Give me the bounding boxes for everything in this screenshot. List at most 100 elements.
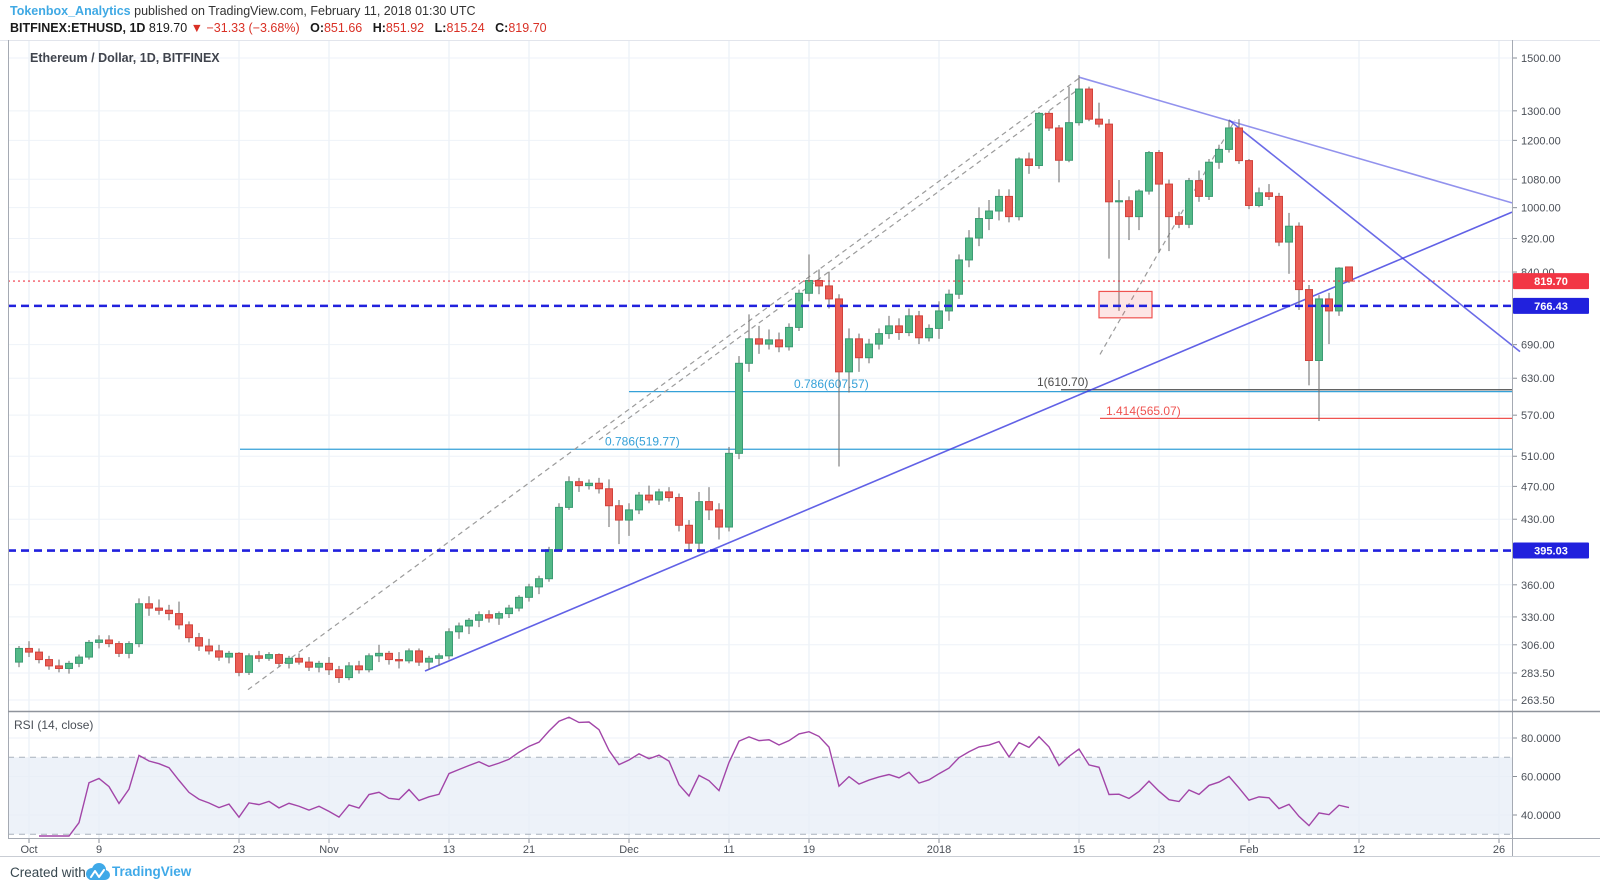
- candle-up: [265, 654, 273, 659]
- candle-down: [25, 647, 33, 653]
- candle-up: [495, 613, 503, 619]
- candle-up: [515, 596, 523, 609]
- candle-down: [35, 651, 43, 661]
- candle-down: [1175, 216, 1183, 225]
- price-badge: [1513, 273, 1589, 290]
- candle-up: [865, 343, 873, 359]
- price-tick-label: 283.50: [1521, 668, 1555, 680]
- candle-down: [355, 665, 363, 671]
- time-tick-label: 11: [723, 844, 734, 856]
- candle-down: [1345, 266, 1353, 282]
- candle-up: [435, 655, 443, 659]
- candle-down: [815, 279, 823, 287]
- candle-up: [975, 218, 983, 239]
- candle-up: [555, 506, 563, 551]
- candle-down: [45, 659, 53, 667]
- time-tick-label: 23: [233, 844, 245, 856]
- footer-bar: Created with TradingView: [0, 857, 1600, 892]
- candle-down: [1095, 118, 1103, 125]
- candle-up: [125, 643, 133, 654]
- time-tick-label: Dec: [619, 844, 639, 856]
- candle-down: [1235, 127, 1243, 162]
- symbol-name[interactable]: BITFINEX:ETHUSD, 1D: [10, 21, 146, 35]
- candle-up: [875, 333, 883, 345]
- candle-down: [1105, 123, 1113, 203]
- candle-up: [625, 509, 633, 521]
- candle-down: [835, 298, 843, 373]
- candle-up: [465, 619, 473, 627]
- candle-down: [485, 614, 493, 619]
- candle-up: [955, 259, 963, 295]
- candle-down: [1025, 158, 1033, 167]
- price-axis[interactable]: 1500.00 1300.00 1200.00 1080.00 1000.00 920.0…: [1512, 53, 1589, 822]
- candle-down: [55, 665, 63, 669]
- price-tick-label: 630.00: [1521, 373, 1555, 385]
- symbol-legend[interactable]: BITFINEX:ETHUSD, 1D 819.70 ▼ −31.33 (−3.…: [10, 20, 547, 37]
- candle-down: [195, 637, 203, 647]
- candle-up: [345, 665, 353, 679]
- price-tick-label: 570.00: [1521, 410, 1555, 422]
- candle-up: [725, 452, 733, 528]
- dashed-trend-line[interactable]: [1099, 119, 1236, 355]
- candle-down: [605, 488, 613, 507]
- candle-up: [95, 639, 103, 643]
- candle-up: [225, 652, 233, 658]
- candle-up: [1075, 88, 1083, 124]
- candle-up: [15, 647, 23, 663]
- time-tick-label: 19: [803, 844, 815, 856]
- candle-down: [685, 524, 693, 544]
- trend-line[interactable]: [1228, 119, 1521, 353]
- candle-up: [1145, 152, 1153, 192]
- candle-up: [1215, 148, 1223, 163]
- candle-up: [65, 662, 73, 669]
- candlestick-series: [15, 75, 1353, 683]
- rsi-indicator-label[interactable]: RSI (14, close): [14, 718, 94, 732]
- candle-up: [745, 338, 753, 364]
- candle-down: [675, 497, 683, 526]
- price-change: ▼ −31.33 (−3.68%): [190, 21, 300, 35]
- price-tick-label: 306.00: [1521, 640, 1555, 652]
- price-tick-label: 330.00: [1521, 612, 1555, 624]
- author-link[interactable]: Tokenbox_Analytics: [10, 4, 131, 18]
- candle-up: [1035, 112, 1043, 167]
- candle-up: [445, 631, 453, 657]
- dashed-trend-line[interactable]: [247, 77, 1080, 691]
- candle-down: [1155, 152, 1163, 185]
- price-badge-label: 766.43: [1534, 301, 1568, 313]
- price-tick-label: 430.00: [1521, 514, 1555, 526]
- candle-down: [855, 338, 863, 359]
- candle-down: [1055, 127, 1063, 161]
- close-label: C:: [495, 21, 509, 35]
- candle-down: [305, 661, 313, 668]
- fib-levels[interactable]: 0.786(607.57) 0.786(519.77) 1(610.70) 1.414…: [240, 375, 1512, 450]
- candle-up: [695, 501, 703, 544]
- candle-down: [295, 657, 303, 663]
- price-tick-label: 470.00: [1521, 481, 1555, 493]
- candle-down: [915, 315, 923, 339]
- time-tick-label: 15: [1073, 844, 1085, 856]
- candle-up: [795, 292, 803, 328]
- tradingview-brand-link[interactable]: TradingView: [112, 864, 192, 879]
- trend-line[interactable]: [1078, 76, 1513, 204]
- candle-down: [705, 501, 713, 511]
- trend-line[interactable]: [424, 211, 1513, 672]
- candle-down: [175, 613, 183, 626]
- candle-up: [785, 326, 793, 348]
- candle-down: [325, 662, 333, 671]
- tradingview-logo-icon: [86, 863, 110, 880]
- candle-up: [1065, 122, 1073, 161]
- time-axis[interactable]: Oct 9 23 Nov 13 21 Dec 11 19 2018 15 23 Feb 12 26: [20, 838, 1505, 856]
- rsi-line: [39, 716, 1350, 837]
- dashed-trend-line[interactable]: [598, 88, 1080, 441]
- candle-up: [245, 655, 253, 673]
- chart-title: Ethereum / Dollar, 1D, BITFINEX: [30, 51, 220, 65]
- time-tick-label: 13: [443, 844, 455, 856]
- trend-lines[interactable]: [247, 76, 1521, 691]
- candle-down: [1305, 289, 1313, 361]
- candle-up: [525, 586, 533, 598]
- price-badge-label: 819.70: [1534, 276, 1568, 288]
- price-tick-label: 263.50: [1521, 695, 1555, 707]
- time-tick-label: 9: [96, 844, 102, 856]
